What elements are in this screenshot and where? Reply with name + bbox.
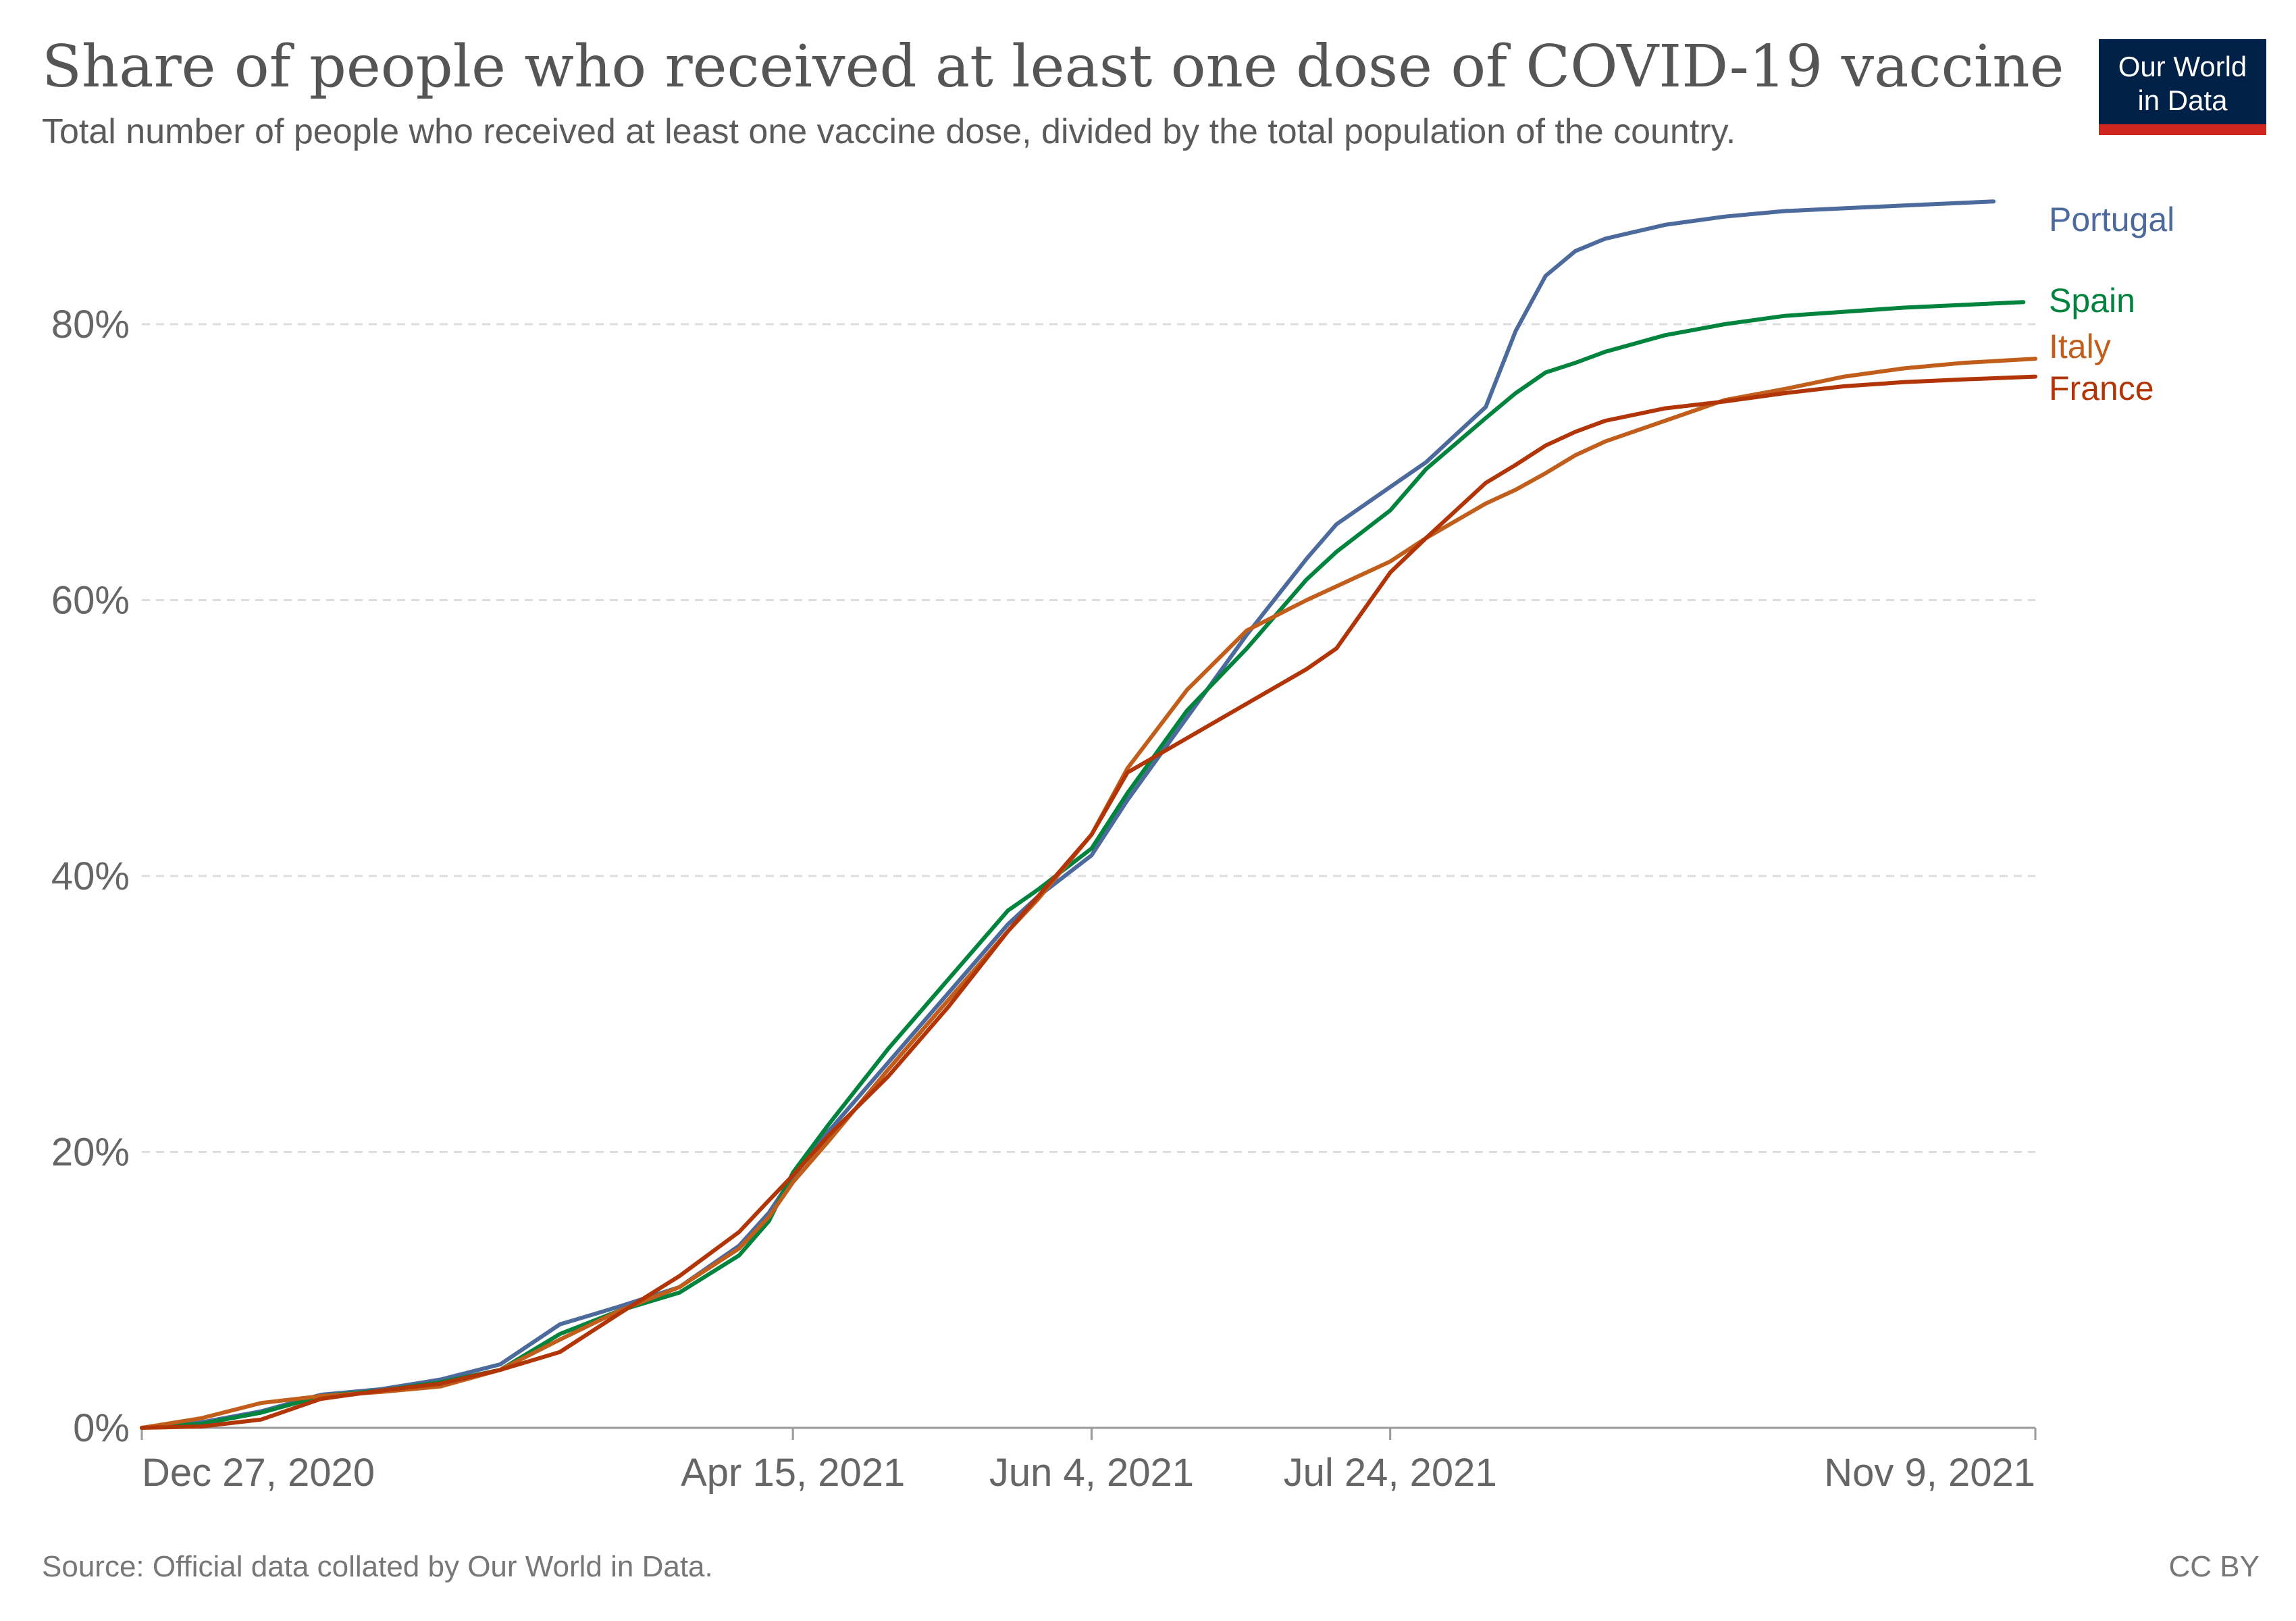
legend-label-italy[interactable]: Italy: [2049, 328, 2111, 365]
legend-label-portugal[interactable]: Portugal: [2049, 201, 2174, 238]
x-tick-label: Nov 9, 2021: [1824, 1451, 2035, 1495]
logo-background: [2099, 39, 2266, 130]
series-lines: [140, 199, 2037, 1430]
y-tick-label: 80%: [51, 303, 130, 346]
y-tick-label: 0%: [73, 1406, 130, 1450]
y-tick-label: 20%: [51, 1131, 130, 1175]
x-tick-label: Jul 24, 2021: [1284, 1451, 1497, 1495]
source-note: Source: Official data collated by Our Wo…: [42, 1550, 713, 1583]
chart-subtitle: Total number of people who received at l…: [42, 112, 1736, 151]
y-tick-label: 60%: [51, 579, 130, 623]
logo-accent-bar: [2099, 124, 2266, 135]
legend-label-france[interactable]: France: [2049, 369, 2154, 407]
x-tick-label: Jun 4, 2021: [989, 1451, 1194, 1495]
legend-label-spain[interactable]: Spain: [2049, 282, 2135, 319]
series-line-spain[interactable]: [140, 300, 2026, 1430]
logo-text-line2: in Data: [2137, 84, 2228, 116]
series-line-portugal[interactable]: [140, 199, 1996, 1430]
grid-lines: [142, 323, 2035, 1153]
chart-title: Share of people who received at least on…: [42, 33, 2064, 101]
legend: Portugal Spain Italy France: [2049, 201, 2174, 407]
logo-text-line1: Our World: [2118, 51, 2247, 82]
x-tick-label: Apr 15, 2021: [681, 1451, 905, 1495]
series-line-france[interactable]: [140, 374, 2037, 1430]
license-label[interactable]: CC BY: [2169, 1550, 2260, 1583]
x-tick-label: Dec 27, 2020: [142, 1451, 375, 1495]
axes: 0% 20% 40% 60% 80% Dec 27, 2020 Apr 15, 2021 Ju…: [51, 303, 2037, 1495]
owid-logo[interactable]: Our World in Data: [2099, 39, 2266, 135]
series-line-italy[interactable]: [140, 357, 2037, 1430]
y-tick-label: 40%: [51, 854, 130, 898]
